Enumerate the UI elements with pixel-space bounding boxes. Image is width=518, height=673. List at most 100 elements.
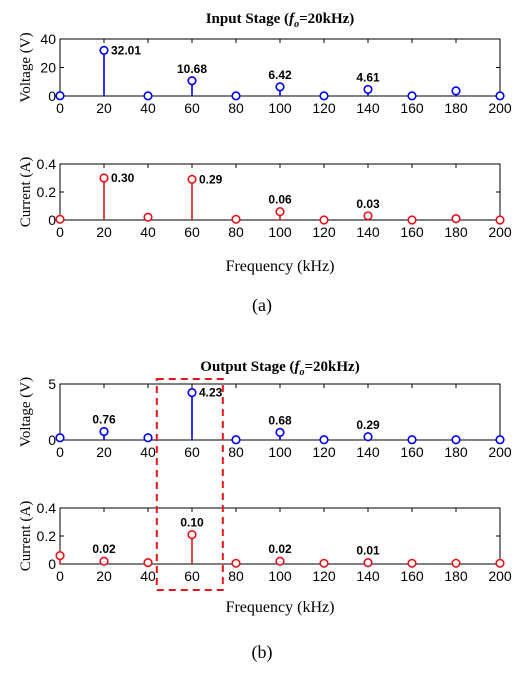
title-tail: =20kHz) xyxy=(299,11,354,27)
chart-b: Output Stage (fo=20kHz) 0 5 0 20 40 60 80 100 120… xyxy=(18,359,512,663)
x-tick-label: 160 xyxy=(400,100,424,116)
x-tick-label: 20 xyxy=(96,444,112,460)
stem-marker xyxy=(187,174,197,184)
stem-marker xyxy=(55,214,65,224)
x-tick-label: 80 xyxy=(228,568,244,584)
stem-marker xyxy=(319,558,329,568)
title-variable: f xyxy=(294,359,301,375)
figure-caption: (b) xyxy=(252,642,273,663)
y-tick-label: 0.4 xyxy=(37,500,57,516)
y-tick-label: 0 xyxy=(48,432,56,448)
data-label: 0.68 xyxy=(268,413,292,427)
stem-marker xyxy=(407,558,417,568)
data-label: 0.02 xyxy=(92,542,116,556)
stem-marker xyxy=(231,91,241,101)
x-tick-label: 200 xyxy=(488,100,512,116)
x-tick-label: 200 xyxy=(488,224,512,240)
x-tick-label: 20 xyxy=(96,224,112,240)
stem-marker xyxy=(363,211,373,221)
x-tick-label: 60 xyxy=(184,568,200,584)
stem-marker xyxy=(495,91,505,101)
data-label: 0.29 xyxy=(356,418,380,432)
panel-voltage: 0 5 0 20 40 60 80 100 120 140 160 180 200 Voltage (V)… xyxy=(18,376,512,460)
stem-marker xyxy=(99,426,109,437)
x-tick-label: 180 xyxy=(444,444,468,460)
x-tick-label: 80 xyxy=(228,100,244,116)
x-tick-label: 180 xyxy=(444,224,468,240)
y-axis-label: Voltage (V) xyxy=(18,32,34,102)
x-tick-label: 120 xyxy=(312,444,336,460)
x-tick-label: 160 xyxy=(400,568,424,584)
x-tick-label: 40 xyxy=(140,224,156,240)
data-label: 32.01 xyxy=(111,43,141,57)
data-label: 0.30 xyxy=(111,171,135,185)
x-tick-label: 80 xyxy=(228,224,244,240)
title-text: Input Stage ( xyxy=(206,11,289,27)
x-tick-label: 0 xyxy=(56,568,64,584)
data-label: 0.02 xyxy=(268,542,292,556)
x-tick-label: 40 xyxy=(140,100,156,116)
y-tick-label: 0.2 xyxy=(37,528,57,544)
stem-marker xyxy=(407,215,417,225)
stem-marker xyxy=(99,556,109,566)
x-tick-label: 120 xyxy=(312,224,336,240)
x-tick-label: 0 xyxy=(56,100,64,116)
stem-marker xyxy=(407,91,417,101)
data-label: 0.10 xyxy=(180,516,204,530)
stem-marker xyxy=(319,91,329,101)
data-label: 6.42 xyxy=(268,68,292,82)
stem-marker xyxy=(187,529,197,540)
stem-marker xyxy=(55,433,65,443)
stem-marker xyxy=(143,91,153,101)
y-axis-label: Current (A) xyxy=(18,501,34,571)
stem-marker xyxy=(55,550,65,561)
x-tick-label: 100 xyxy=(268,224,292,240)
stem-marker xyxy=(319,435,329,445)
y-tick-label: 20 xyxy=(40,60,56,76)
stem-marker xyxy=(55,91,65,101)
stem-marker xyxy=(495,215,505,225)
y-tick-label: 0 xyxy=(48,212,56,228)
data-label: 10.68 xyxy=(177,62,207,76)
stem-marker xyxy=(275,556,285,566)
x-tick-label: 200 xyxy=(488,444,512,460)
stem-marker xyxy=(407,435,417,445)
chart-a: Input Stage (fo=20kHz) 0 20 40 0 20 40 60 80 100 1… xyxy=(18,11,512,316)
data-label: 4.61 xyxy=(356,70,380,84)
stem-marker xyxy=(99,173,109,183)
x-tick-label: 140 xyxy=(356,224,380,240)
x-tick-label: 180 xyxy=(444,568,468,584)
data-label: 0.03 xyxy=(356,197,380,211)
chart-title: Output Stage (fo=20kHz) xyxy=(200,359,359,378)
title-subscript: o xyxy=(294,19,299,30)
x-axis-label: Frequency (kHz) xyxy=(226,258,335,275)
figure-caption: (a) xyxy=(252,295,272,316)
x-tick-label: 100 xyxy=(268,100,292,116)
x-axis-label: Frequency (kHz) xyxy=(226,599,335,616)
x-tick-label: 100 xyxy=(268,444,292,460)
x-tick-label: 20 xyxy=(96,100,112,116)
x-tick-label: 100 xyxy=(268,568,292,584)
x-tick-label: 0 xyxy=(56,444,64,460)
data-label: 0.29 xyxy=(199,172,223,186)
title-variable: f xyxy=(289,11,296,27)
stem-marker xyxy=(451,214,461,224)
stem-marker xyxy=(231,435,241,445)
x-tick-label: 200 xyxy=(488,568,512,584)
stem-marker xyxy=(495,558,505,568)
highlight-box xyxy=(155,378,224,591)
stem-marker xyxy=(363,557,373,568)
data-label: 0.06 xyxy=(268,193,292,207)
x-tick-label: 0 xyxy=(56,224,64,240)
stem-marker xyxy=(143,212,153,222)
stem-marker xyxy=(451,86,461,96)
x-tick-label: 60 xyxy=(184,100,200,116)
title-tail: =20kHz) xyxy=(304,359,359,375)
x-tick-label: 140 xyxy=(356,444,380,460)
data-label: 4.23 xyxy=(199,386,223,400)
stem-marker xyxy=(99,45,109,55)
data-label: 0.76 xyxy=(92,412,116,426)
x-tick-label: 40 xyxy=(140,444,156,460)
x-tick-label: 20 xyxy=(96,568,112,584)
